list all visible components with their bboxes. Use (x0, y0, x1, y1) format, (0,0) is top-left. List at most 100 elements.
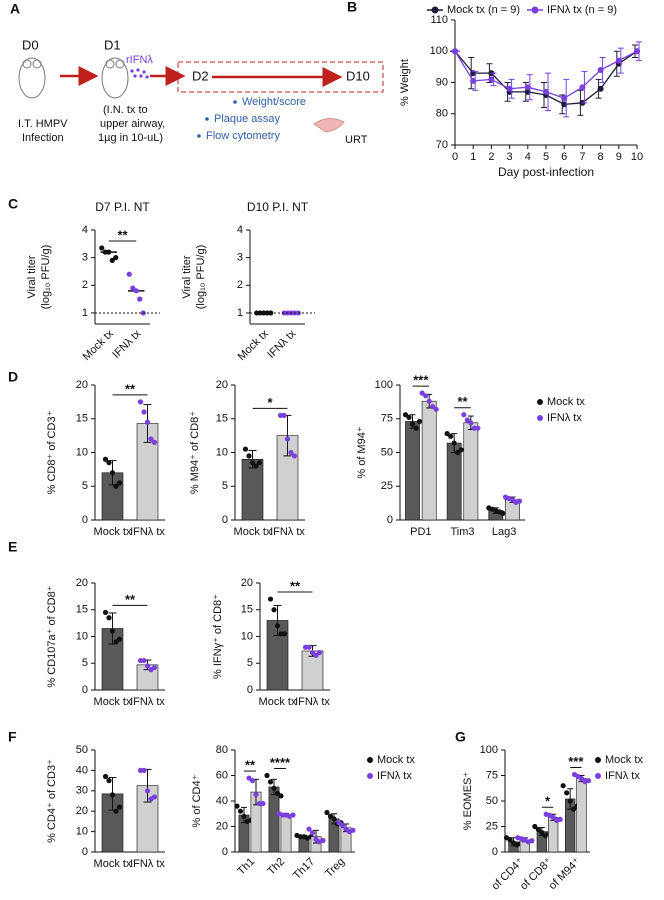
bar (421, 400, 437, 521)
data-point (529, 838, 535, 844)
tissue-icon (313, 118, 345, 133)
y-tick-label: 50 (381, 446, 393, 458)
x-tick-label: Mock tx (94, 696, 132, 708)
legend-marker (595, 773, 601, 779)
x-tick-label: 0 (452, 151, 458, 163)
data-point (271, 607, 277, 613)
data-point (141, 657, 147, 664)
legend-marker (367, 773, 373, 779)
y-tick-label: 4 (82, 224, 88, 236)
x-tick-label: Treg (323, 856, 347, 880)
mouse-icon (18, 57, 46, 99)
data-point (331, 816, 337, 822)
data-point (109, 628, 116, 634)
data-point (585, 778, 592, 784)
y-tick-label: 100 (480, 744, 498, 756)
data-point (144, 788, 151, 794)
data-point (451, 440, 457, 446)
data-point (116, 636, 123, 642)
data-point (106, 460, 112, 466)
y-tick-label: 50 (76, 744, 88, 756)
y-tick-label: 0 (82, 846, 88, 858)
x-tick-label: Tim3 (450, 526, 474, 538)
data-point (113, 483, 119, 489)
y-axis-label: % CD4⁺ of CD3⁺ (46, 759, 58, 843)
data-point (409, 421, 416, 427)
x-tick-label: 3 (507, 151, 513, 163)
data-point (470, 77, 477, 84)
y-axis-label: % CD107a⁺ of CD8⁺ (46, 585, 58, 687)
legend-marker (595, 757, 601, 763)
data-point (106, 615, 112, 621)
data-point (579, 84, 586, 91)
y-tick-label: 5 (222, 480, 228, 492)
data-point (350, 827, 356, 833)
y-tick-label: 0 (387, 514, 393, 526)
x-tick-label: 1 (470, 151, 476, 163)
data-point (316, 649, 323, 656)
y-tick-label: 10 (241, 630, 253, 642)
data-point (151, 664, 158, 671)
day-label: D2 (192, 68, 209, 83)
data-point (264, 772, 270, 779)
y-tick-label: 2 (82, 279, 88, 291)
significance-label: ** (457, 394, 468, 409)
data-point (468, 420, 474, 426)
panel-letter: A (10, 1, 20, 17)
y-axis-label: % Weight (399, 59, 411, 106)
data-point (253, 792, 259, 798)
data-point (406, 414, 412, 420)
data-point (241, 813, 247, 819)
data-point (133, 288, 139, 294)
data-point (488, 76, 495, 83)
data-point (561, 95, 568, 102)
x-tick-label: IFNλ tx (270, 526, 305, 538)
x-axis-label: Day post-infection (498, 165, 594, 179)
legend-label: IFNλ tx (n = 9) (547, 4, 617, 16)
bar (268, 786, 280, 853)
data-point (249, 460, 256, 466)
y-tick-label: 0 (82, 514, 88, 526)
legend-marker (367, 757, 373, 763)
y-tick-label: 5 (247, 657, 253, 669)
drug-label: rIFNλ (126, 54, 153, 66)
data-point (151, 794, 158, 800)
caption: Infection (22, 132, 64, 144)
data-point (271, 785, 277, 791)
caption: (I.N. tx to (103, 104, 148, 116)
y-tick-label: 110 (430, 14, 448, 26)
x-tick-label: 2 (488, 151, 494, 163)
x-tick-label: 7 (579, 151, 585, 163)
bullet (197, 134, 201, 138)
bar (463, 422, 479, 521)
data-point (506, 85, 513, 92)
data-point (281, 412, 287, 418)
data-point (242, 446, 249, 452)
data-point (597, 85, 604, 92)
data-point (126, 271, 132, 277)
data-point (102, 609, 109, 616)
data-point (291, 453, 298, 459)
data-point (550, 814, 556, 820)
x-tick-label: 4 (525, 151, 531, 163)
y-tick-label: 20 (76, 577, 88, 589)
data-point (535, 826, 541, 833)
data-point (571, 806, 577, 812)
bullet (233, 100, 237, 104)
data-point (141, 409, 147, 415)
data-point (461, 412, 467, 418)
bar (280, 814, 292, 853)
data-point (137, 296, 143, 302)
y-tick-label: 25 (486, 820, 498, 832)
y-tick-label: 10 (76, 630, 88, 642)
x-tick-label: Th17 (291, 856, 317, 882)
drug-dots (130, 68, 149, 79)
data-point (116, 480, 123, 486)
panel-letter: D (8, 369, 18, 385)
y-tick-label: 4 (237, 224, 243, 236)
data-point (151, 439, 158, 445)
data-point (509, 497, 516, 503)
y-tick-label: 0 (82, 684, 88, 696)
legend-marker (537, 415, 543, 421)
x-tick-label: Mock tx (234, 526, 272, 538)
